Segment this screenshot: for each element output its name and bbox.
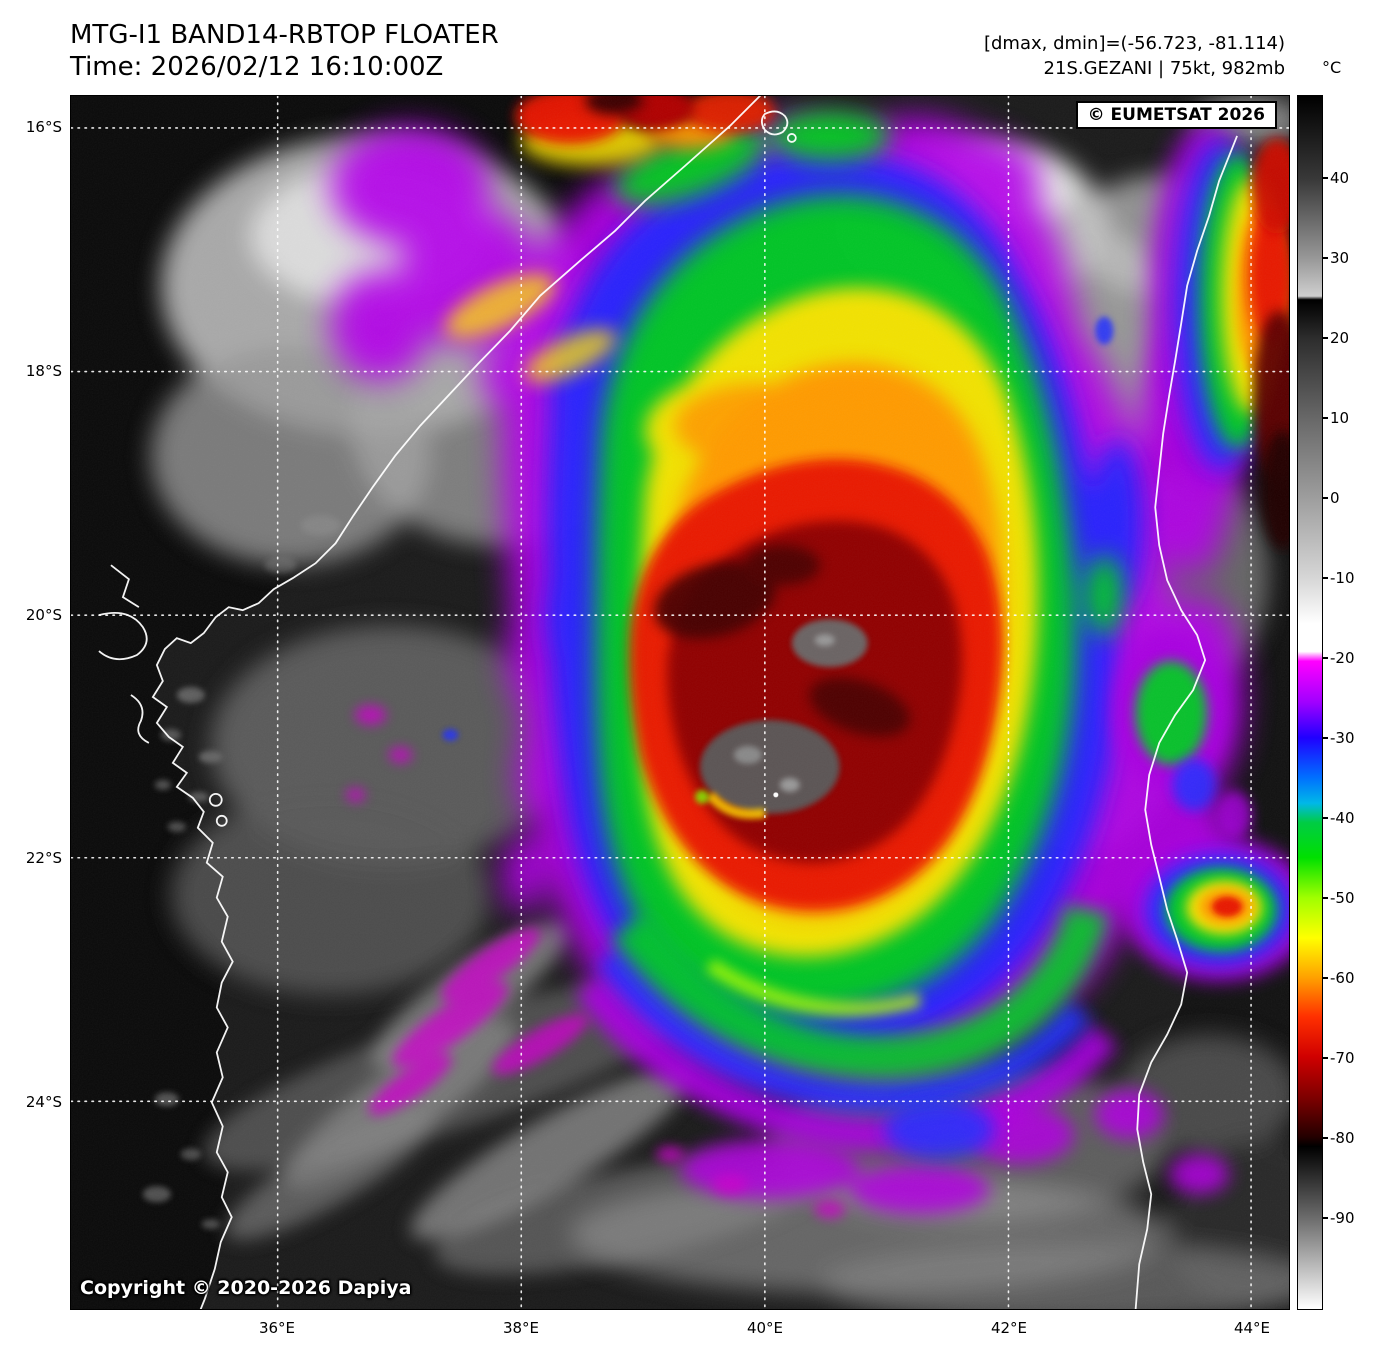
product-title: MTG-I1 BAND14-RBTOP FLOATER <box>70 20 499 50</box>
colorbar-tick: -20 <box>1322 649 1355 667</box>
colorbar-tick: -90 <box>1322 1209 1355 1227</box>
lat-label: 18°S <box>25 362 62 380</box>
temperature-colorbar <box>1297 95 1323 1310</box>
colorbar-unit: °C <box>1322 58 1342 77</box>
header-info: [dmax, dmin]=(-56.723, -81.114) 21S.GEZA… <box>984 31 1285 81</box>
copyright-text: Copyright © 2020-2026 Dapiya <box>80 1277 412 1299</box>
colorbar-tick: -30 <box>1322 729 1355 747</box>
colorbar-tick: -10 <box>1322 569 1355 587</box>
colorbar-tick: 20 <box>1321 329 1350 347</box>
colorbar-tick: -70 <box>1322 1049 1355 1067</box>
colorbar-tick: -50 <box>1322 889 1355 907</box>
colorbar-tick: 30 <box>1321 249 1350 267</box>
storm-info: 21S.GEZANI | 75kt, 982mb <box>1043 58 1285 79</box>
lon-label: 40°E <box>746 1319 784 1337</box>
lat-label: 24°S <box>25 1093 62 1111</box>
colorbar-tick: 0 <box>1322 489 1340 507</box>
satellite-imagery <box>71 96 1289 1309</box>
graticule <box>71 96 1289 1309</box>
lon-label: 36°E <box>258 1319 296 1337</box>
lat-label: 20°S <box>25 606 62 624</box>
colorbar-tick-labels: 40 30 20 10 0 -10 -20 -30 -40 -50 -60 -7… <box>1321 0 1382 1359</box>
coastlines <box>98 96 1238 1309</box>
eumetsat-badge: © EUMETSAT 2026 <box>1075 101 1277 129</box>
colorbar-tick: 40 <box>1321 169 1350 187</box>
lat-label: 16°S <box>25 118 62 136</box>
lon-label: 44°E <box>1233 1319 1271 1337</box>
grain-texture <box>71 96 1289 1309</box>
colorbar-tick: 10 <box>1321 409 1350 427</box>
lat-label: 22°S <box>25 849 62 867</box>
satellite-map: © EUMETSAT 2026 Copyright © 2020-2026 Da… <box>70 95 1290 1310</box>
colorbar-tick: -80 <box>1322 1129 1355 1147</box>
colorbar-tick: -40 <box>1322 809 1355 827</box>
product-time: Time: 2026/02/12 16:10:00Z <box>70 52 444 82</box>
lon-label: 38°E <box>502 1319 540 1337</box>
colorbar-tick: -60 <box>1322 969 1355 987</box>
lon-label: 42°E <box>990 1319 1028 1337</box>
dmax-dmin-readout: [dmax, dmin]=(-56.723, -81.114) <box>983 33 1285 54</box>
